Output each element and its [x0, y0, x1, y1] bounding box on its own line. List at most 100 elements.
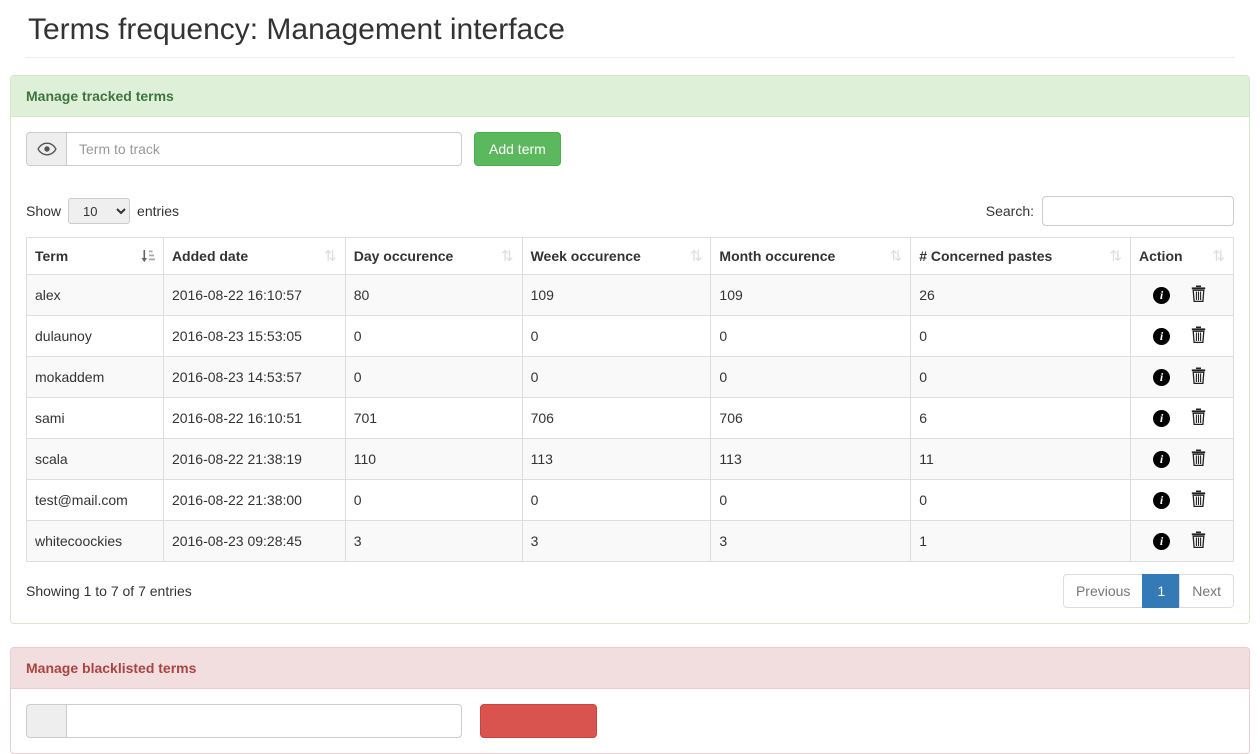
added-date-cell: 2016-08-22 21:38:00 [162, 479, 346, 521]
table-row: whitecoockies 2016-08-23 09:28:45 3 3 3 … [26, 520, 1234, 562]
column-header-term[interactable]: Term [26, 237, 164, 275]
concerned-pastes-cell: 1 [910, 520, 1131, 562]
concerned-pastes-cell: 0 [910, 356, 1131, 398]
show-term-info-button[interactable]: i [1153, 327, 1170, 345]
trash-icon [1191, 490, 1206, 510]
week-occurence-cell: 0 [521, 479, 712, 521]
blacklist-input-group [26, 704, 462, 738]
add-term-row: Add term [26, 132, 1234, 166]
column-header-action[interactable]: Action [1130, 237, 1234, 275]
week-occurence-cell: 0 [521, 356, 712, 398]
week-occurence-cell: 3 [521, 520, 712, 562]
table-body: alex 2016-08-22 16:10:57 80 109 109 26 i [26, 274, 1234, 562]
delete-term-button[interactable] [1191, 326, 1206, 346]
tracked-terms-panel: Manage tracked terms Add term Show 10 [10, 75, 1250, 624]
month-occurence-cell: 0 [710, 356, 912, 398]
action-cell: i [1130, 520, 1234, 562]
added-date-cell: 2016-08-22 16:10:57 [162, 274, 346, 316]
table-row: scala 2016-08-22 21:38:19 110 113 113 11… [26, 438, 1234, 480]
show-term-info-button[interactable]: i [1153, 450, 1170, 468]
column-header-concerned-pastes[interactable]: # Concerned pastes [910, 237, 1131, 275]
term-cell: sami [26, 397, 164, 439]
info-circle-icon: i [1153, 532, 1170, 550]
delete-term-button[interactable] [1191, 408, 1206, 428]
tracked-terms-panel-heading: Manage tracked terms [11, 76, 1249, 117]
delete-term-button[interactable] [1191, 531, 1206, 551]
blacklist-term-input[interactable] [66, 704, 462, 738]
action-cell: i [1130, 315, 1234, 357]
concerned-pastes-cell: 26 [910, 274, 1131, 316]
concerned-pastes-cell: 0 [910, 315, 1131, 357]
action-cell: i [1130, 438, 1234, 480]
day-occurence-cell: 80 [344, 274, 523, 316]
info-circle-icon: i [1153, 450, 1170, 468]
page-title: Terms frequency: Management interface [28, 13, 565, 46]
blacklisted-terms-panel: Manage blacklisted terms [10, 647, 1250, 754]
action-cell: i [1130, 397, 1234, 439]
day-occurence-cell: 110 [344, 438, 523, 480]
added-date-cell: 2016-08-23 09:28:45 [162, 520, 346, 562]
column-header-month-occurence[interactable]: Month occurence [710, 237, 912, 275]
show-term-info-button[interactable]: i [1153, 368, 1170, 386]
term-to-track-input[interactable] [66, 132, 462, 166]
show-term-info-button[interactable]: i [1153, 286, 1170, 304]
month-occurence-cell: 706 [710, 397, 912, 439]
delete-term-button[interactable] [1191, 367, 1206, 387]
month-occurence-cell: 0 [710, 479, 912, 521]
datatable-controls: Show 10 entries Search: [26, 196, 1234, 226]
tracked-terms-table: Term [26, 237, 1234, 562]
term-cell: test@mail.com [26, 479, 164, 521]
week-occurence-cell: 113 [521, 438, 712, 480]
concerned-pastes-cell: 0 [910, 479, 1131, 521]
table-row: test@mail.com 2016-08-22 21:38:00 0 0 0 … [26, 479, 1234, 521]
add-blacklist-row [26, 704, 1234, 738]
week-occurence-cell: 109 [521, 274, 712, 316]
term-cell: scala [26, 438, 164, 480]
blacklist-term-button[interactable] [480, 704, 597, 738]
table-row: alex 2016-08-22 16:10:57 80 109 109 26 i [26, 274, 1234, 316]
page-length-select[interactable]: 10 [68, 198, 131, 224]
show-term-info-button[interactable]: i [1153, 532, 1170, 550]
show-term-info-button[interactable]: i [1153, 491, 1170, 509]
pagination-page-1[interactable]: 1 [1142, 574, 1181, 608]
month-occurence-cell: 0 [710, 315, 912, 357]
pagination-next[interactable]: Next [1179, 574, 1234, 608]
column-header-added-date[interactable]: Added date [162, 237, 346, 275]
term-input-group [26, 132, 462, 166]
day-occurence-cell: 0 [344, 315, 523, 357]
month-occurence-cell: 109 [710, 274, 912, 316]
tracked-terms-panel-body: Add term Show 10 entries Search: [11, 117, 1249, 623]
day-occurence-cell: 0 [344, 479, 523, 521]
pagination: Previous 1 Next [1062, 574, 1234, 608]
added-date-cell: 2016-08-22 21:38:19 [162, 438, 346, 480]
eye-icon [26, 132, 66, 166]
action-cell: i [1130, 274, 1234, 316]
delete-term-button[interactable] [1191, 490, 1206, 510]
trash-icon [1191, 449, 1206, 469]
add-term-button[interactable]: Add term [474, 132, 561, 166]
week-occurence-cell: 0 [521, 315, 712, 357]
trash-icon [1191, 408, 1206, 428]
column-header-day-occurence[interactable]: Day occurence [344, 237, 523, 275]
table-header-row: Term [26, 237, 1234, 275]
entries-label: entries [137, 203, 180, 219]
pagination-previous[interactable]: Previous [1062, 574, 1144, 608]
concerned-pastes-cell: 11 [910, 438, 1131, 480]
action-cell: i [1130, 356, 1234, 398]
table-footer: Showing 1 to 7 of 7 entries Previous 1 N… [26, 574, 1234, 608]
sort-ascending-icon [141, 249, 155, 263]
info-circle-icon: i [1153, 327, 1170, 345]
day-occurence-cell: 0 [344, 356, 523, 398]
sort-both-icon [501, 247, 514, 265]
trash-icon [1191, 326, 1206, 346]
sort-both-icon [690, 247, 703, 265]
table-row: mokaddem 2016-08-23 14:53:57 0 0 0 0 i [26, 356, 1234, 398]
column-header-week-occurence[interactable]: Week occurence [521, 237, 712, 275]
sort-both-icon [1109, 247, 1122, 265]
trash-icon [1191, 531, 1206, 551]
info-circle-icon: i [1153, 286, 1170, 304]
delete-term-button[interactable] [1191, 285, 1206, 305]
delete-term-button[interactable] [1191, 449, 1206, 469]
show-term-info-button[interactable]: i [1153, 409, 1170, 427]
table-search-input[interactable] [1042, 196, 1234, 226]
